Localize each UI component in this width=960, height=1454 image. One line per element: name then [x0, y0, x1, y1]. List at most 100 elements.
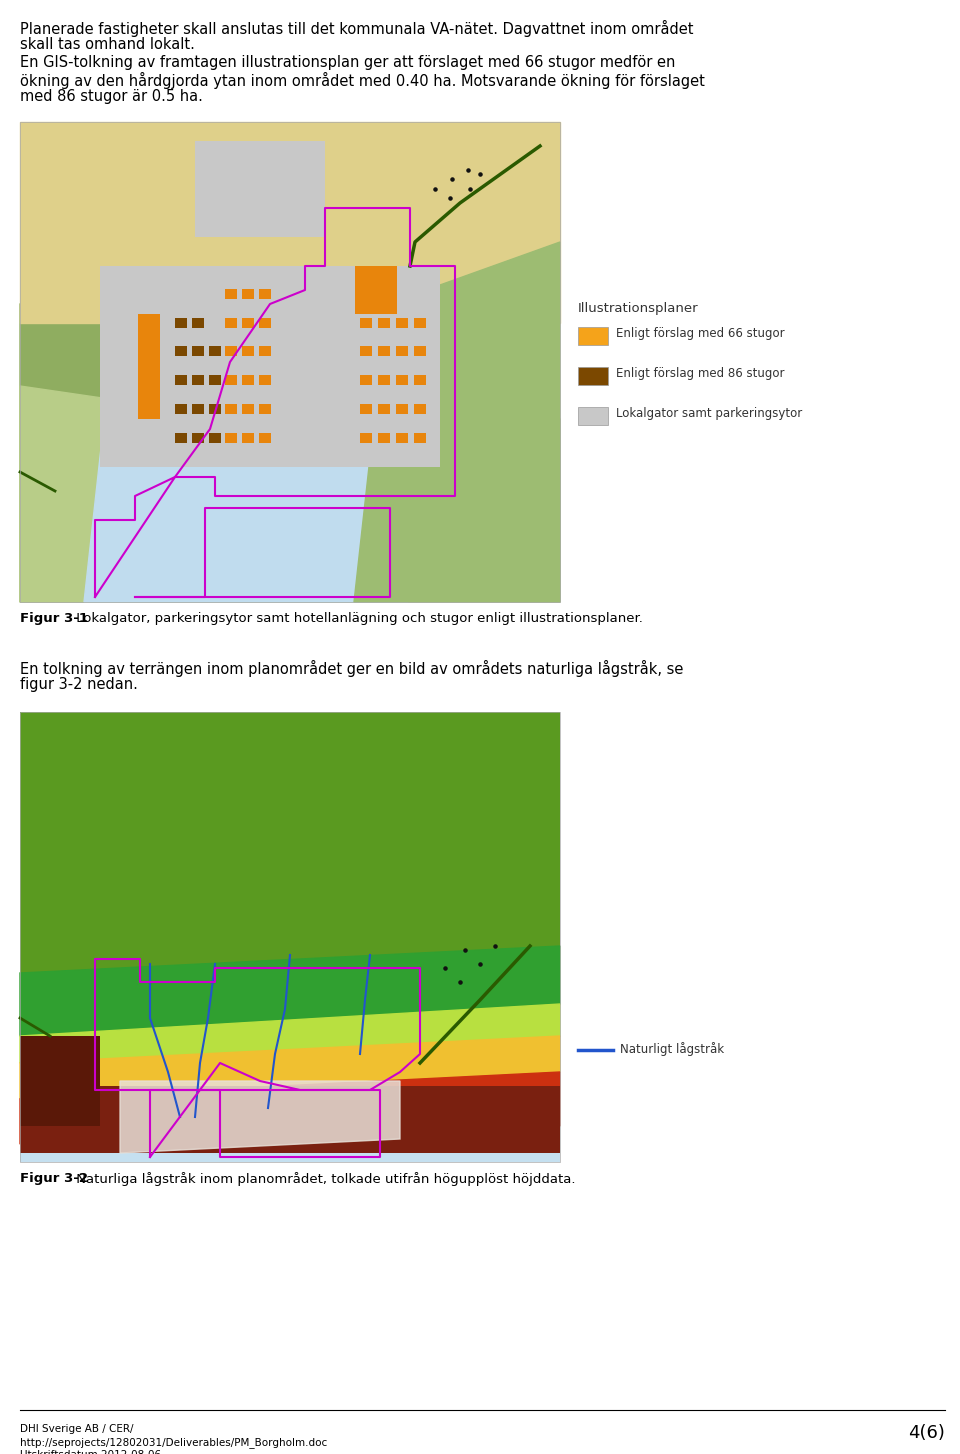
Text: Naturligt lågstråk: Naturligt lågstråk — [620, 1043, 724, 1056]
Polygon shape — [20, 947, 560, 1037]
Bar — [414, 346, 426, 356]
Bar — [378, 404, 390, 414]
Polygon shape — [120, 1080, 400, 1153]
Bar — [396, 375, 408, 385]
Bar — [175, 404, 187, 414]
Point — [444, 167, 460, 190]
Bar — [225, 433, 237, 443]
Point — [488, 935, 503, 958]
Bar — [414, 404, 426, 414]
Bar — [242, 375, 254, 385]
Bar — [175, 318, 187, 329]
Bar — [100, 266, 440, 467]
Point — [457, 938, 472, 961]
Text: Lokalgator samt parkeringsytor: Lokalgator samt parkeringsytor — [616, 407, 803, 420]
Bar — [20, 1086, 560, 1153]
Polygon shape — [20, 1072, 560, 1144]
Bar — [242, 289, 254, 300]
Bar — [355, 266, 397, 314]
Bar — [20, 1005, 560, 1162]
Bar — [378, 433, 390, 443]
Text: Figur 3-2: Figur 3-2 — [20, 1172, 88, 1185]
Bar — [195, 141, 325, 237]
Bar — [396, 404, 408, 414]
Bar — [378, 346, 390, 356]
Bar — [259, 375, 271, 385]
Bar — [360, 404, 372, 414]
Bar — [192, 404, 204, 414]
Text: med 86 stugor är 0.5 ha.: med 86 stugor är 0.5 ha. — [20, 89, 203, 105]
Text: Utskriftsdatum 2012-08-06: Utskriftsdatum 2012-08-06 — [20, 1450, 161, 1454]
Bar — [242, 433, 254, 443]
Bar — [259, 433, 271, 443]
Point — [461, 158, 476, 182]
Bar — [209, 404, 221, 414]
Bar — [209, 433, 221, 443]
Text: Lokalgator, parkeringsytor samt hotellanlägning och stugor enligt illustrationsp: Lokalgator, parkeringsytor samt hotellan… — [72, 612, 643, 625]
Bar — [175, 433, 187, 443]
Bar — [225, 346, 237, 356]
Polygon shape — [20, 266, 560, 602]
Text: Naturliga lågstråk inom planområdet, tolkade utifrån högupplöst höjddata.: Naturliga lågstråk inom planområdet, tol… — [72, 1172, 575, 1186]
Text: figur 3-2 nedan.: figur 3-2 nedan. — [20, 678, 138, 692]
Text: Figur 3-1: Figur 3-1 — [20, 612, 88, 625]
Bar — [578, 327, 608, 345]
Bar — [20, 122, 560, 602]
Bar — [192, 433, 204, 443]
Bar — [360, 318, 372, 329]
Point — [472, 952, 488, 976]
Point — [463, 177, 478, 201]
Bar — [360, 346, 372, 356]
Bar — [209, 346, 221, 356]
Bar — [242, 318, 254, 329]
Bar — [360, 433, 372, 443]
Bar — [175, 346, 187, 356]
Point — [438, 957, 453, 980]
Text: Illustrationsplaner: Illustrationsplaner — [578, 302, 699, 316]
Text: Enligt förslag med 66 stugor: Enligt förslag med 66 stugor — [616, 327, 784, 340]
Bar — [242, 346, 254, 356]
Text: En tolkning av terrängen inom planområdet ger en bild av områdets naturliga lågs: En tolkning av terrängen inom planområde… — [20, 660, 684, 678]
Bar — [209, 375, 221, 385]
Bar — [20, 1037, 100, 1125]
Text: En GIS-tolkning av framtagen illustrationsplan ger att förslaget med 66 stugor m: En GIS-tolkning av framtagen illustratio… — [20, 55, 676, 70]
Bar — [192, 375, 204, 385]
Bar — [225, 318, 237, 329]
Bar — [20, 122, 560, 602]
Bar — [20, 712, 560, 1162]
Bar — [259, 346, 271, 356]
Bar — [225, 375, 237, 385]
Bar — [396, 346, 408, 356]
Polygon shape — [20, 122, 560, 323]
Bar — [396, 433, 408, 443]
Bar — [378, 318, 390, 329]
Bar — [192, 318, 204, 329]
Bar — [578, 366, 608, 385]
Polygon shape — [354, 241, 560, 602]
Bar — [225, 404, 237, 414]
Bar — [259, 404, 271, 414]
Bar — [378, 375, 390, 385]
Point — [427, 177, 443, 201]
Bar — [414, 318, 426, 329]
Bar — [578, 407, 608, 425]
Text: 4(6): 4(6) — [908, 1423, 945, 1442]
Text: ökning av den hårdgjorda ytan inom området med 0.40 ha. Motsvarande ökning för f: ökning av den hårdgjorda ytan inom områd… — [20, 73, 705, 89]
Bar — [396, 318, 408, 329]
Bar — [414, 433, 426, 443]
Point — [452, 970, 468, 993]
Bar — [360, 375, 372, 385]
Text: http://seprojects/12802031/Deliverables/PM_Borgholm.doc: http://seprojects/12802031/Deliverables/… — [20, 1437, 327, 1448]
Bar — [20, 712, 560, 1162]
Polygon shape — [20, 1037, 560, 1099]
Bar — [225, 289, 237, 300]
Polygon shape — [84, 410, 408, 602]
Text: DHI Sverige AB / CER/: DHI Sverige AB / CER/ — [20, 1423, 133, 1434]
Bar — [192, 346, 204, 356]
Text: Enligt förslag med 86 stugor: Enligt förslag med 86 stugor — [616, 366, 784, 379]
Text: Planerade fastigheter skall anslutas till det kommunala VA-nätet. Dagvattnet ino: Planerade fastigheter skall anslutas til… — [20, 20, 693, 36]
Polygon shape — [20, 1005, 560, 1063]
Point — [472, 163, 488, 186]
Bar — [138, 314, 160, 419]
Text: skall tas omhand lokalt.: skall tas omhand lokalt. — [20, 36, 195, 52]
